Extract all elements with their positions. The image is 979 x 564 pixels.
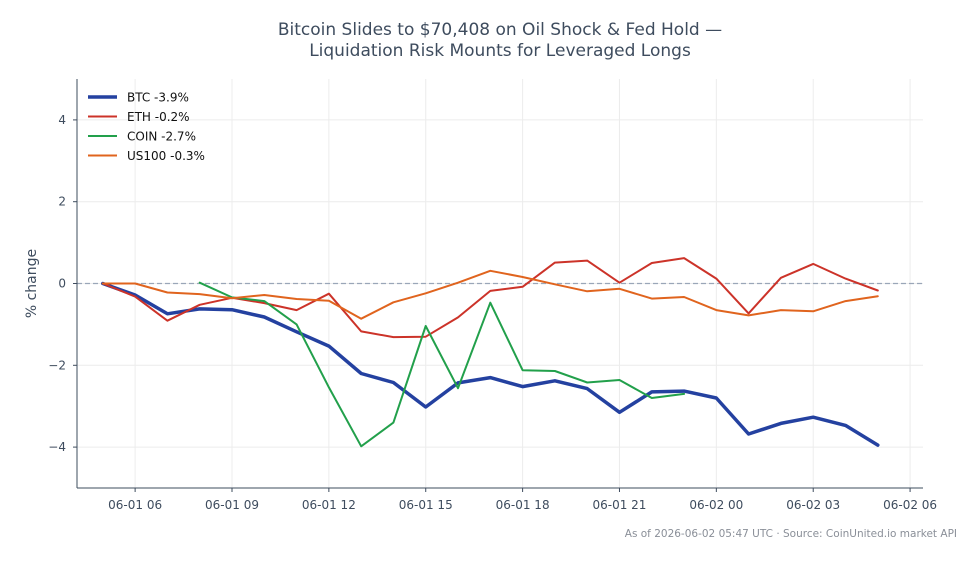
- legend-label-1: BTC -3.9%: [127, 91, 189, 105]
- chart-title-line-1: Bitcoin Slides to $70,408 on Oil Shock &…: [277, 20, 723, 40]
- x-tick-label: 06-01 09: [205, 498, 259, 512]
- x-tick-label: 06-01 12: [302, 498, 356, 512]
- chart-title: Bitcoin Slides to $70,408 on Oil Shock &…: [0, 20, 979, 62]
- y-tick-label: 2: [58, 195, 66, 209]
- x-tick-label: 06-02 06: [883, 498, 937, 512]
- x-tick-label: 06-01 18: [496, 498, 550, 512]
- x-tick-label: 06-01 21: [592, 498, 646, 512]
- legend-label-2: ETH -0.2%: [127, 110, 190, 124]
- legend: BTC -3.9% ETH -0.2% COIN -2.7% US100 -0.3%: [88, 91, 205, 163]
- x-tick-label: 06-02 00: [689, 498, 743, 512]
- series-line-3: [198, 281, 686, 448]
- legend-label-3: COIN -2.7%: [127, 130, 196, 144]
- x-tick-label: 06-02 03: [786, 498, 840, 512]
- source-annotation: As of 2026-06-02 05:47 UTC · Source: Coi…: [624, 528, 957, 540]
- series-line-4: [101, 269, 879, 320]
- y-tick-label: 4: [58, 113, 66, 127]
- y-tick-label: −4: [48, 440, 66, 454]
- y-tick-label: 0: [58, 277, 66, 291]
- x-tick-label: 06-01 15: [399, 498, 453, 512]
- y-tick-label: −2: [48, 358, 66, 372]
- series-line-1: [101, 281, 880, 447]
- legend-label-4: US100 -0.3%: [127, 149, 205, 163]
- grid-lines: [77, 79, 923, 488]
- series-lines: [101, 257, 880, 448]
- x-tick-label: 06-01 06: [108, 498, 162, 512]
- y-axis-label: % change: [24, 249, 40, 318]
- chart-title-line-2: Liquidation Risk Mounts for Leveraged Lo…: [309, 41, 691, 61]
- y-axis-ticks: 4 2 0 −2 −4: [48, 113, 77, 454]
- x-axis-ticks: 06-01 06 06-01 09 06-01 12 06-01 15 06-01 18…: [108, 488, 937, 512]
